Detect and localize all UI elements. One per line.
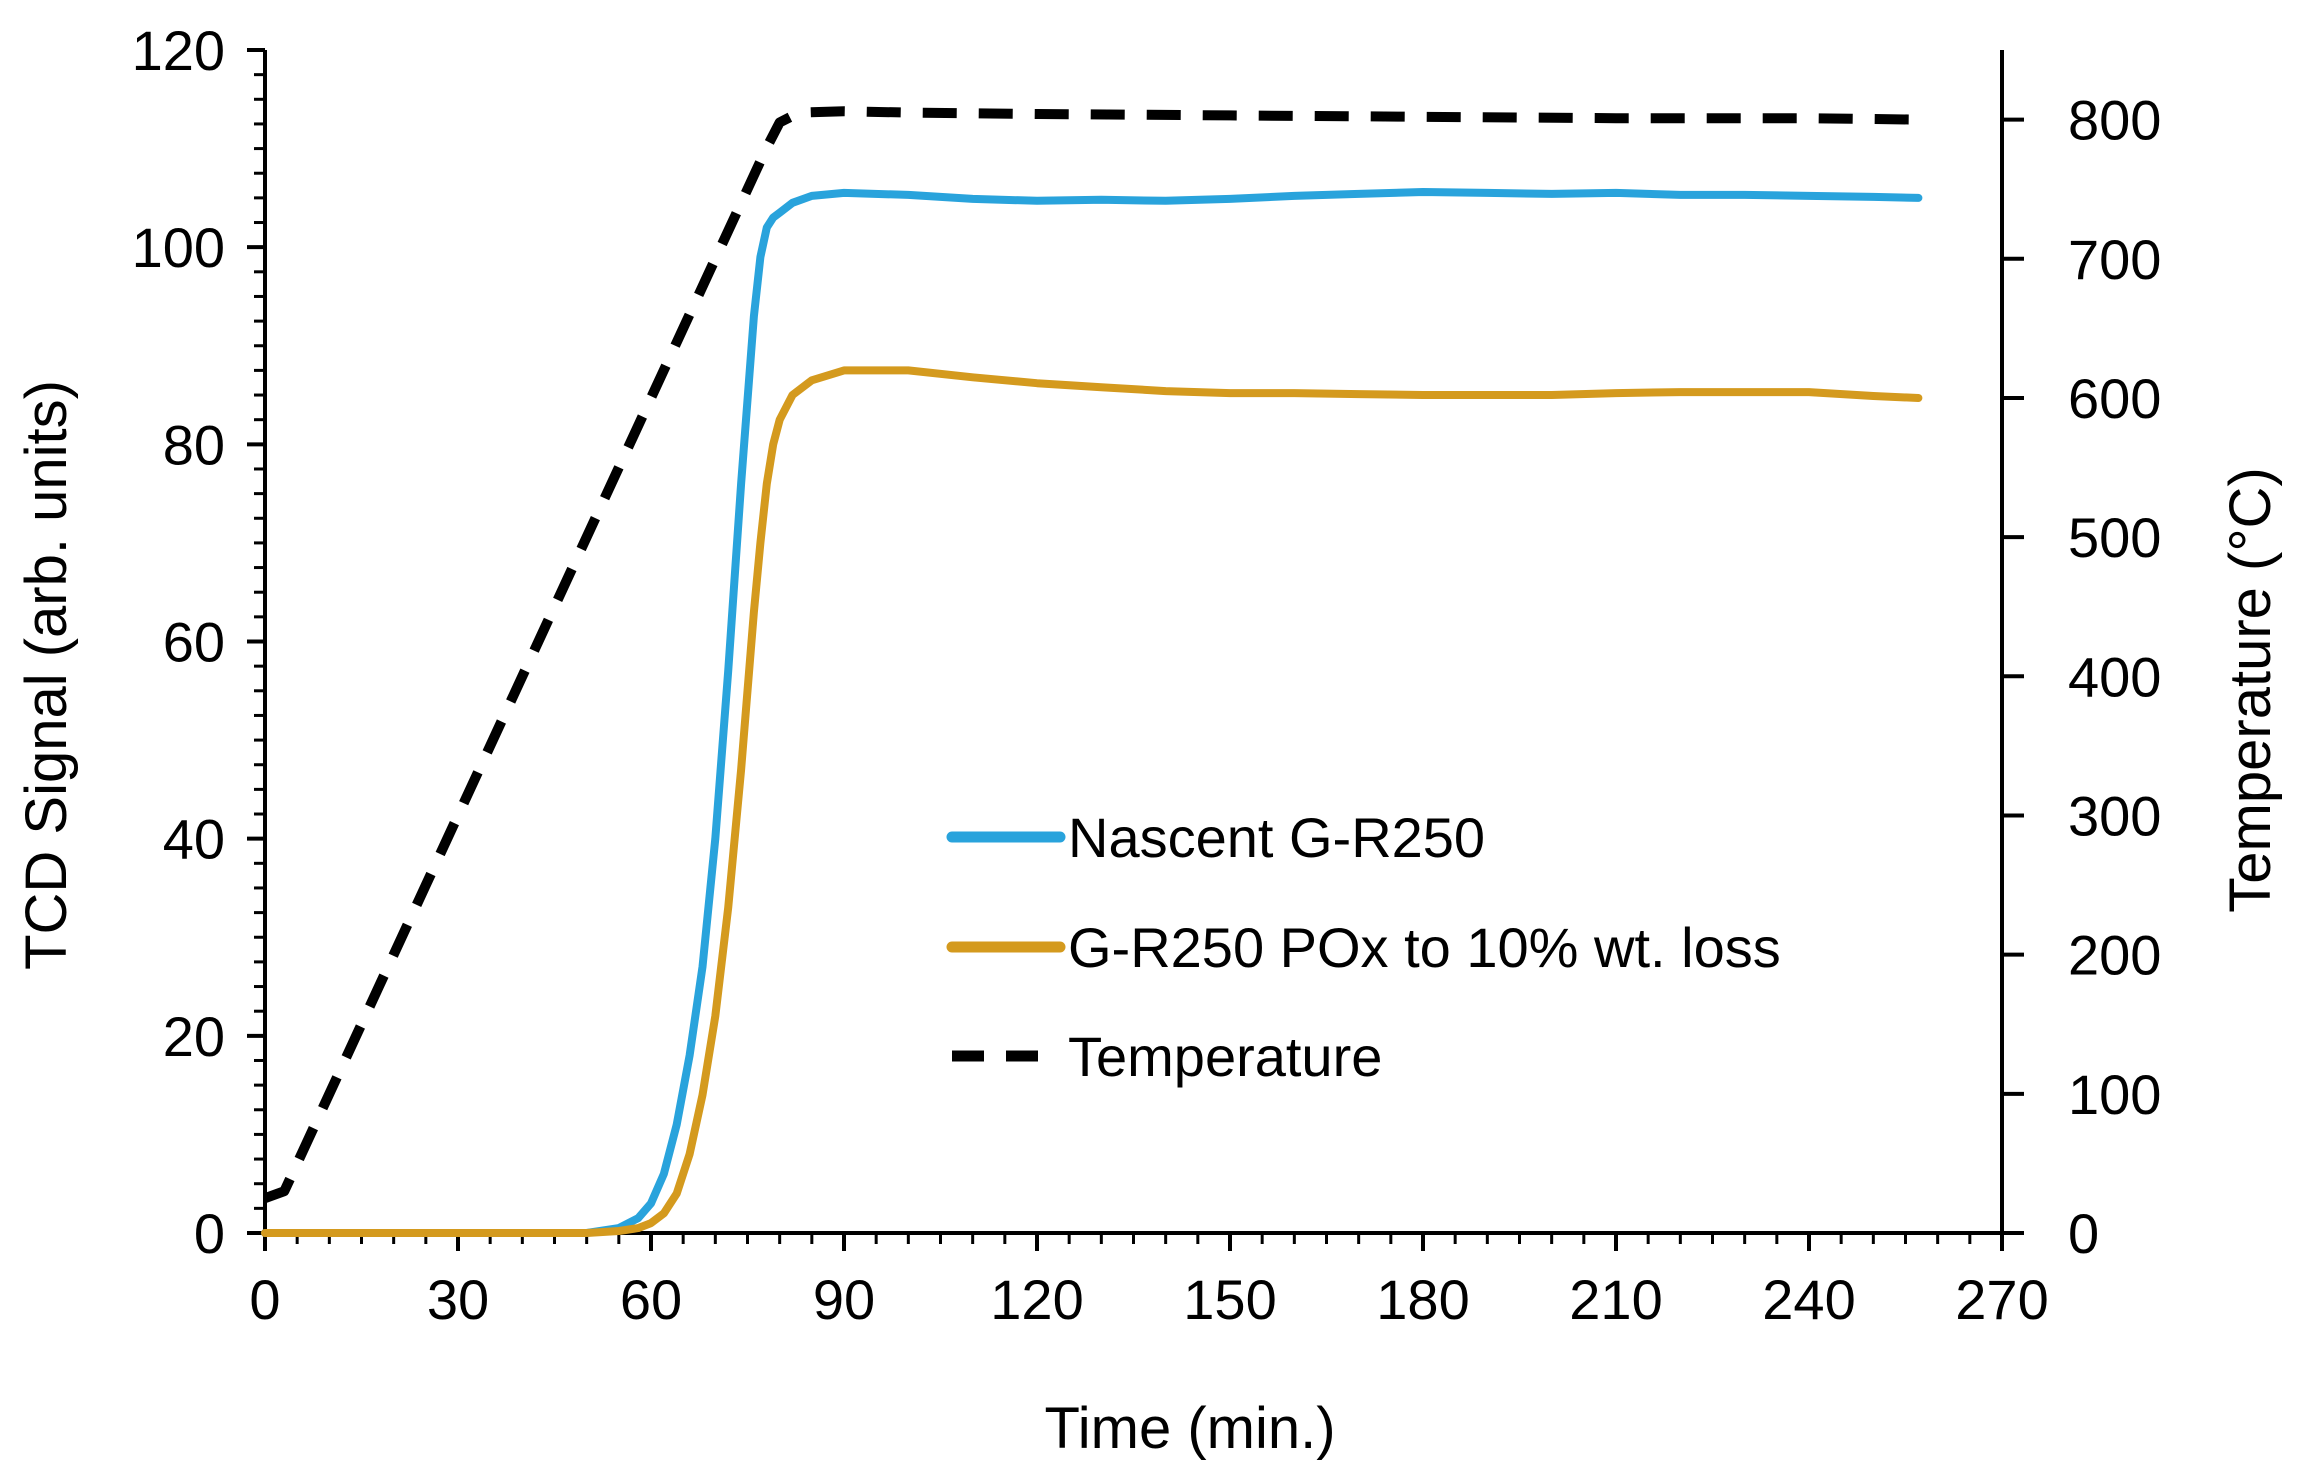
y2-tick-label: 700 xyxy=(2068,228,2161,291)
x-tick-label: 120 xyxy=(990,1268,1083,1331)
y2-tick-label: 800 xyxy=(2068,89,2161,152)
x-tick-label: 210 xyxy=(1569,1268,1662,1331)
y2-tick-label: 0 xyxy=(2068,1202,2099,1265)
series-line-2 xyxy=(263,106,1919,1203)
x-tick-label: 30 xyxy=(427,1268,489,1331)
legend: Nascent G-R250 G-R250 POx to 10% wt. los… xyxy=(946,806,1781,1088)
legend-label-pox: G-R250 POx to 10% wt. loss xyxy=(1068,916,1781,979)
x-tick-label: 60 xyxy=(620,1268,682,1331)
legend-label-temperature: Temperature xyxy=(1068,1025,1382,1088)
legend-label-nascent: Nascent G-R250 xyxy=(1068,806,1485,869)
y-tick-label: 60 xyxy=(163,611,225,674)
y2-tick-label: 200 xyxy=(2068,924,2161,987)
x-axis-title: Time (min.) xyxy=(1044,1396,1335,1461)
y2-tick-label: 500 xyxy=(2068,506,2161,569)
x-tick-label: 0 xyxy=(249,1268,280,1331)
y-tick-label: 0 xyxy=(194,1202,225,1265)
series-line-1 xyxy=(261,366,1923,1237)
y2-tick-label: 300 xyxy=(2068,784,2161,847)
y2-tick-label: 400 xyxy=(2068,645,2161,708)
series-line-0 xyxy=(261,188,1923,1237)
x-tick-label: 90 xyxy=(813,1268,875,1331)
x-tick-label: 180 xyxy=(1376,1268,1469,1331)
series-lines xyxy=(261,106,1923,1237)
y-axis-title: TCD Signal (arb. units) xyxy=(14,380,79,970)
y-tick-label: 100 xyxy=(132,216,225,279)
x-tick-label: 240 xyxy=(1762,1268,1855,1331)
y-tick-label: 40 xyxy=(163,808,225,871)
tick-labels: 0 30 60 90 120 150 180 210 240 270 0 20 40 60 80 100 120… xyxy=(132,19,2162,1331)
y-tick-label: 80 xyxy=(163,413,225,476)
y2-tick-label: 100 xyxy=(2068,1063,2161,1126)
y2-axis-title: Temperature (°C) xyxy=(2218,467,2283,912)
x-tick-label: 150 xyxy=(1183,1268,1276,1331)
y2-tick-label: 600 xyxy=(2068,367,2161,430)
y-tick-label: 120 xyxy=(132,19,225,82)
x-tick-label: 270 xyxy=(1955,1268,2048,1331)
y-tick-label: 20 xyxy=(163,1005,225,1068)
